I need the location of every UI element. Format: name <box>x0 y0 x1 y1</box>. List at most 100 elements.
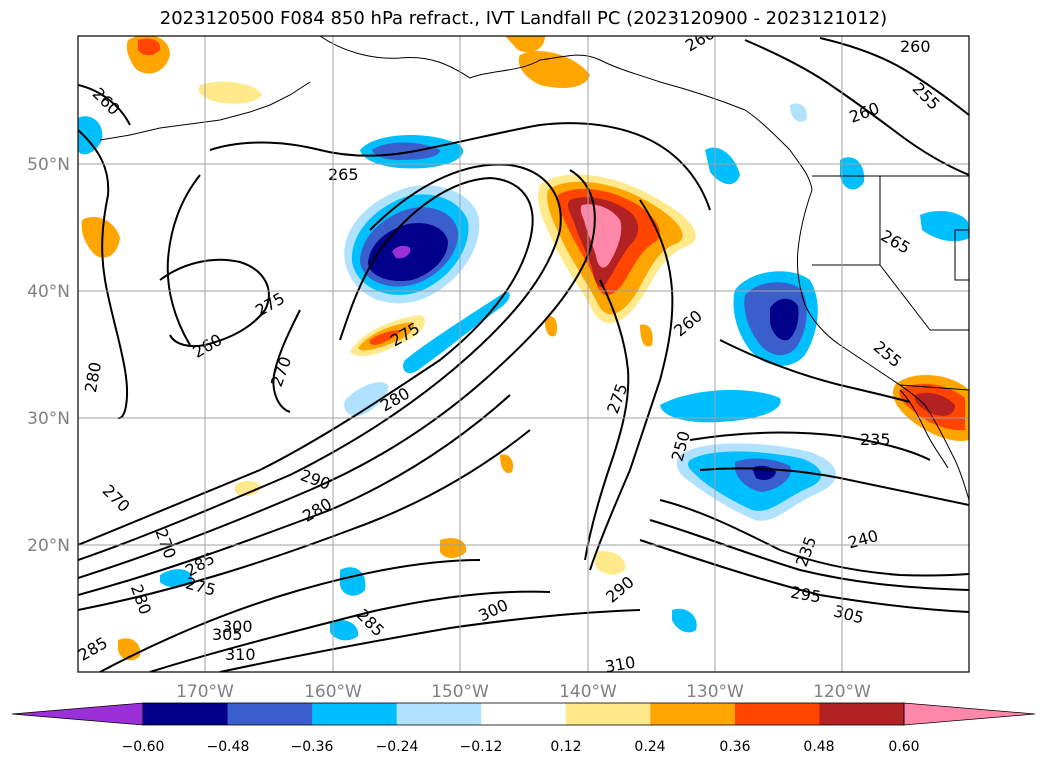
alaska-coast <box>319 36 813 191</box>
colorbar-segment <box>565 703 651 725</box>
colorbar-label: 0.60 <box>888 739 919 755</box>
lat-label: 40°N <box>27 282 70 302</box>
colorbar-segment <box>481 703 567 725</box>
colorbar-frame <box>142 702 905 726</box>
positive-anomaly-region <box>595 550 626 575</box>
negative-anomaly-region <box>672 608 697 633</box>
colorbar-label: −0.24 <box>376 739 419 755</box>
colorbar-segment <box>143 703 229 725</box>
contour-line <box>819 37 969 116</box>
lon-label: 140°W <box>559 682 617 702</box>
contour-line <box>78 394 511 596</box>
contour-line <box>272 309 301 413</box>
positive-anomaly-region <box>640 324 653 347</box>
aleutian-chain <box>99 81 311 141</box>
colorbar-label: −0.60 <box>122 739 165 755</box>
latitude-labels: 50°N 40°N 30°N 20°N <box>27 155 70 556</box>
contour-line <box>689 431 931 461</box>
plot-area: 260 265 275 260 270 275 280 260 255 265 … <box>78 36 969 676</box>
shading-layer <box>78 36 969 661</box>
contour-line <box>719 339 911 403</box>
positive-anomaly-region <box>500 454 514 474</box>
positive-anomaly-region <box>369 330 400 345</box>
state-borders <box>812 176 969 331</box>
contour-label: 310 <box>225 645 256 664</box>
contour-label: 260 <box>900 37 931 56</box>
colorbar-max-extension <box>903 702 1036 726</box>
colorbar-label: −0.48 <box>207 739 250 755</box>
negative-anomaly-region <box>78 116 103 155</box>
contour-label: 300 <box>222 617 253 636</box>
north-america-west-coast <box>797 189 969 501</box>
colorbar-segment <box>312 703 398 725</box>
contour-label: 305 <box>212 625 243 644</box>
positive-anomaly-region <box>544 315 558 337</box>
contour-line <box>166 174 201 346</box>
negative-anomaly-region <box>770 298 799 341</box>
contour-line <box>159 258 270 348</box>
positive-anomaly-region <box>580 204 622 268</box>
contour-line <box>78 84 131 126</box>
positive-anomaly-region <box>505 36 545 53</box>
negative-anomaly-region <box>160 569 193 588</box>
lon-label: 150°W <box>431 682 489 702</box>
colorbar-label: −0.12 <box>460 739 503 755</box>
positive-anomaly-region <box>138 38 161 56</box>
colorbar-segment <box>819 703 905 725</box>
contour-line <box>589 199 674 571</box>
colorbar-segment <box>650 703 736 725</box>
colorbar-segment <box>227 703 313 725</box>
lon-label: 160°W <box>304 682 362 702</box>
negative-anomaly-region <box>840 157 865 190</box>
colorbar-segment <box>396 703 482 725</box>
baja-california <box>899 389 949 469</box>
mexico-border <box>899 384 969 391</box>
negative-anomaly-region <box>920 210 969 242</box>
colorbar-segment <box>734 703 820 725</box>
gridlines <box>78 36 969 672</box>
contour-line <box>584 279 630 561</box>
lat-label: 30°N <box>27 409 70 429</box>
contour-line <box>78 176 534 546</box>
lat-label: 50°N <box>27 155 70 175</box>
contour-line <box>78 429 531 611</box>
positive-anomaly-region <box>81 216 120 258</box>
contour-line <box>649 519 969 591</box>
positive-anomaly-region <box>198 81 262 104</box>
coastline <box>99 36 969 501</box>
negative-anomaly-region <box>790 103 807 122</box>
contour-line <box>209 122 711 211</box>
colorbar-min-extension <box>11 702 144 726</box>
contour-line <box>78 169 596 579</box>
map-title: 2023120500 F084 850 hPa refract., IVT La… <box>159 8 888 29</box>
negative-anomaly-region <box>392 245 411 259</box>
positive-anomaly-region <box>518 51 590 88</box>
contour-line <box>744 39 969 176</box>
colorbar-label: 0.36 <box>719 739 750 755</box>
lat-label: 20°N <box>27 536 70 556</box>
positive-anomaly-region <box>235 480 261 497</box>
contour-line <box>219 609 641 672</box>
colorbar-label: −0.36 <box>291 739 334 755</box>
negative-anomaly-region <box>344 382 389 417</box>
colorbar-label: 0.12 <box>550 739 581 755</box>
negative-anomaly-region <box>660 389 781 423</box>
lon-label: 120°W <box>813 682 871 702</box>
colorbar-label: 0.24 <box>634 739 665 755</box>
contour-line <box>639 539 969 613</box>
longitude-labels: 170°W 160°W 150°W 140°W 130°W 120°W <box>176 682 871 702</box>
plot-frame <box>77 35 970 673</box>
contour-line <box>699 467 969 506</box>
contour-line <box>149 590 551 672</box>
contour-label: 235 <box>860 430 891 449</box>
contour-line <box>99 559 481 672</box>
colorbar: −0.60 −0.48 −0.36 −0.24 −0.12 0.12 0.24 … <box>11 702 1036 755</box>
colorbar-segments <box>143 703 905 725</box>
contour-line <box>78 129 128 420</box>
lon-label: 170°W <box>176 682 234 702</box>
negative-anomaly-region <box>705 147 740 185</box>
contour-label: 310 <box>603 652 636 676</box>
contour-label: 265 <box>328 165 359 184</box>
negative-anomaly-region <box>330 619 359 641</box>
